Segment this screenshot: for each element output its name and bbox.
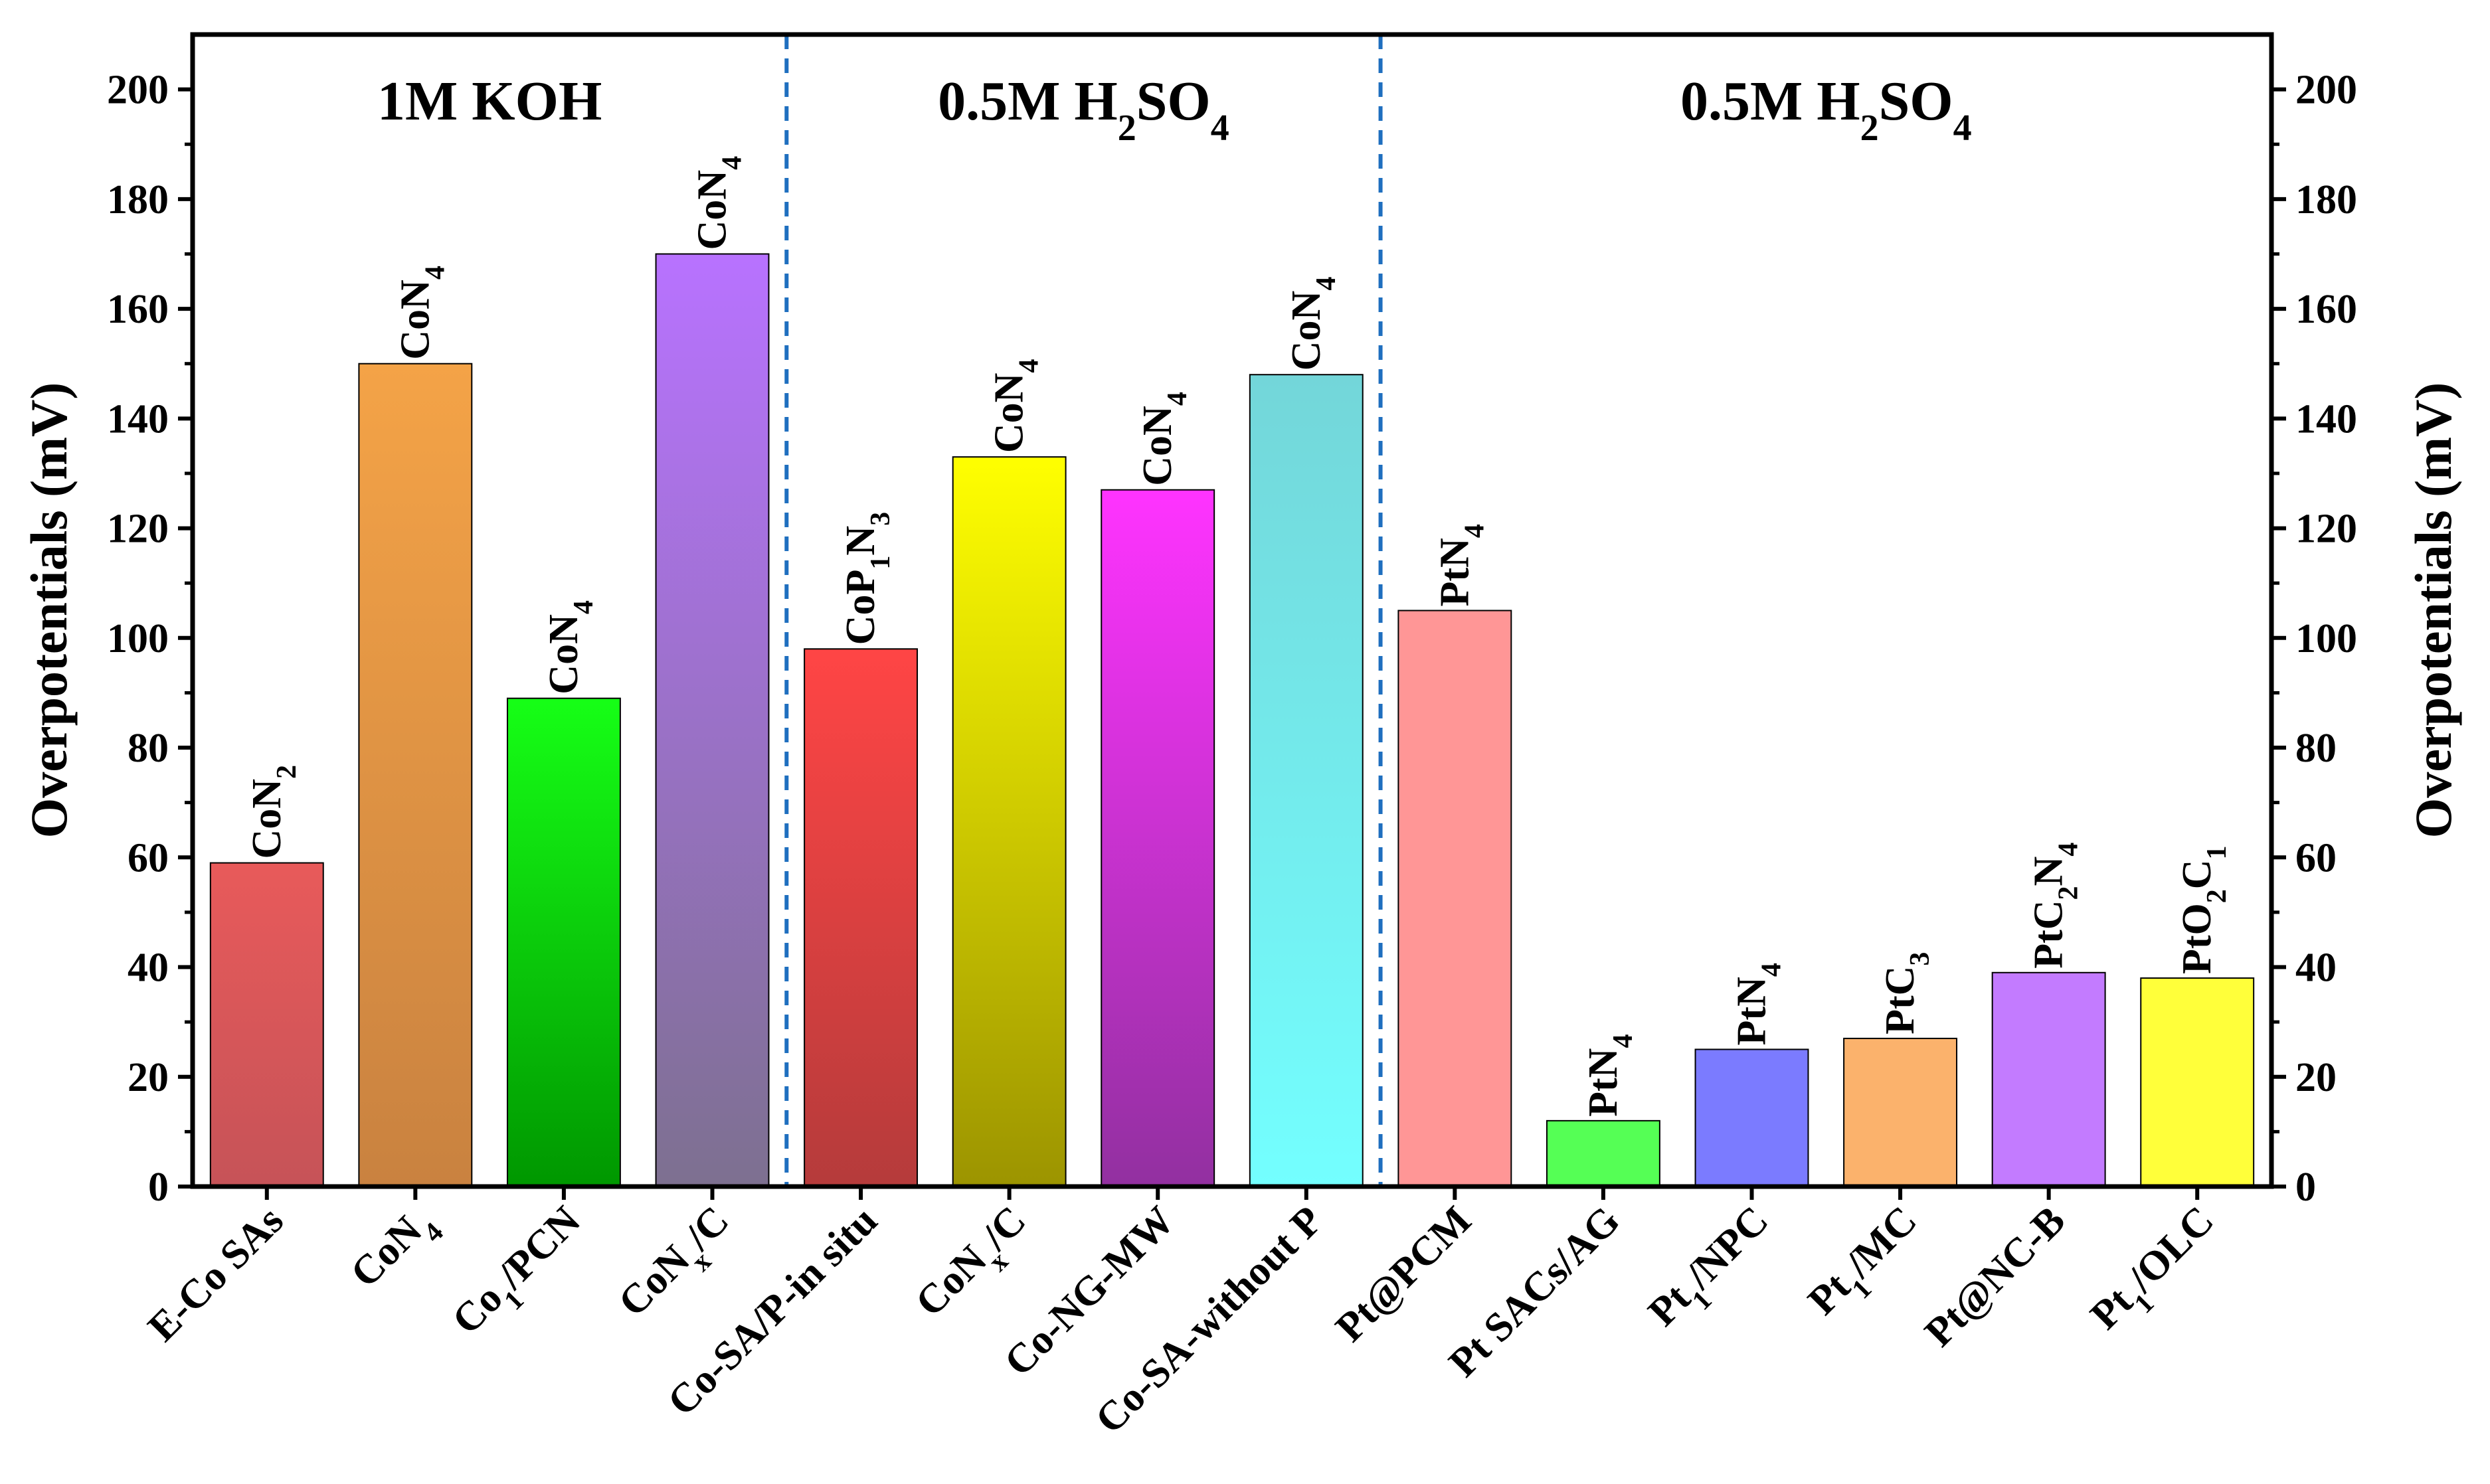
- category-label-13: Pt@NC-B: [1916, 1198, 2074, 1355]
- bar-label-1: CoN2: [244, 765, 302, 859]
- bar-labels: CoN2 CoN4 CoN4 CoN4 CoP1N3 CoN4 CoN4 CoN4 PtN4 Pt…: [244, 156, 2232, 1117]
- bar-label-14: PtO2C1: [2175, 846, 2232, 975]
- y-tick-label-right: 180: [2295, 177, 2357, 222]
- bar-label-7: CoN4: [1135, 392, 1193, 486]
- y-axis-title-right: Overpotentials (mV): [2404, 382, 2462, 839]
- bar-11: [1694, 1048, 1809, 1188]
- y-axis-title-left: Overpotentials (mV): [20, 382, 78, 839]
- y-tick-label-right: 80: [2295, 726, 2337, 771]
- bar-label-8: CoN4: [1284, 277, 1342, 371]
- category-label-12: Pt1/MC: [1799, 1198, 1934, 1333]
- bar-12: [1843, 1037, 1958, 1188]
- y-tick-label-right: 140: [2295, 396, 2357, 442]
- group-titles: 1M KOH 0.5M H2SO4 0.5M H2SO4: [377, 70, 1972, 149]
- y-tick-label-right: 100: [2295, 616, 2357, 661]
- category-label-9: Pt@PCM: [1327, 1198, 1480, 1351]
- bar-10: [1546, 1119, 1660, 1188]
- category-label-2: CoN4: [342, 1198, 450, 1305]
- bar-label-2: CoN4: [393, 266, 450, 360]
- group-title-2: 0.5M H2SO4: [938, 70, 1229, 149]
- axis-ticks: 0 0 20 20 40 40 60 60 80 80 100 100 120 120 140 140 160 1…: [107, 68, 2357, 1210]
- category-label-3: Co1/PCN: [444, 1198, 598, 1352]
- y-tick-label-left: 160: [107, 287, 169, 332]
- bar-label-6: CoN4: [987, 359, 1045, 453]
- y-tick-label-right: 0: [2295, 1165, 2316, 1210]
- bar-7: [1101, 489, 1215, 1188]
- bar-label-11: PtN4: [1730, 963, 1787, 1045]
- bar-6: [952, 456, 1067, 1188]
- y-tick-label-right: 200: [2295, 68, 2357, 113]
- category-label-11: Pt1/NPC: [1640, 1198, 1786, 1344]
- category-label-14: Pt1/OLC: [2082, 1198, 2232, 1347]
- y-tick-label-right: 60: [2295, 835, 2337, 880]
- bar-8: [1249, 374, 1364, 1188]
- y-tick-label-right: 160: [2295, 287, 2357, 332]
- bar-label-5: CoP1N3: [838, 512, 896, 645]
- bar-label-10: PtN4: [1581, 1034, 1639, 1117]
- y-tick-label-left: 80: [128, 726, 169, 771]
- category-label-6: CoNx/C: [907, 1198, 1043, 1334]
- bar-label-12: PtC3: [1878, 952, 1935, 1034]
- group-separators: [784, 35, 1383, 1187]
- bar-13: [1991, 971, 2106, 1188]
- y-tick-label-left: 40: [128, 946, 169, 991]
- bar-2: [358, 363, 473, 1188]
- y-tick-label-right: 120: [2295, 507, 2357, 552]
- bar-5: [804, 648, 919, 1187]
- bar-4: [655, 253, 770, 1187]
- group-title-3: 0.5M H2SO4: [1680, 70, 1972, 149]
- bars-layer: [209, 253, 2255, 1188]
- category-label-4: CoNx/C: [610, 1198, 746, 1334]
- bar-label-13: PtC2N4: [2026, 843, 2084, 969]
- bar-label-4: CoN4: [690, 156, 748, 250]
- y-tick-label-left: 120: [107, 507, 169, 552]
- y-tick-label-left: 200: [107, 68, 169, 113]
- bar-14: [2140, 977, 2255, 1187]
- y-tick-label-right: 40: [2295, 946, 2337, 991]
- y-tick-label-right: 20: [2295, 1055, 2337, 1100]
- bar-9: [1397, 610, 1512, 1187]
- group-title-1: 1M KOH: [377, 70, 602, 132]
- y-tick-label-left: 180: [107, 177, 169, 222]
- bar-1: [209, 862, 324, 1187]
- y-tick-label-left: 140: [107, 396, 169, 442]
- y-tick-label-left: 0: [148, 1165, 169, 1210]
- y-tick-label-left: 60: [128, 835, 169, 880]
- category-label-1: E-Co SAs: [139, 1198, 292, 1351]
- bar-3: [506, 697, 621, 1187]
- y-tick-label-left: 20: [128, 1055, 169, 1100]
- bar-label-3: CoN4: [541, 600, 599, 695]
- plot-frame: [190, 32, 2274, 1189]
- y-tick-label-left: 100: [107, 616, 169, 661]
- bar-label-9: PtN4: [1432, 524, 1490, 606]
